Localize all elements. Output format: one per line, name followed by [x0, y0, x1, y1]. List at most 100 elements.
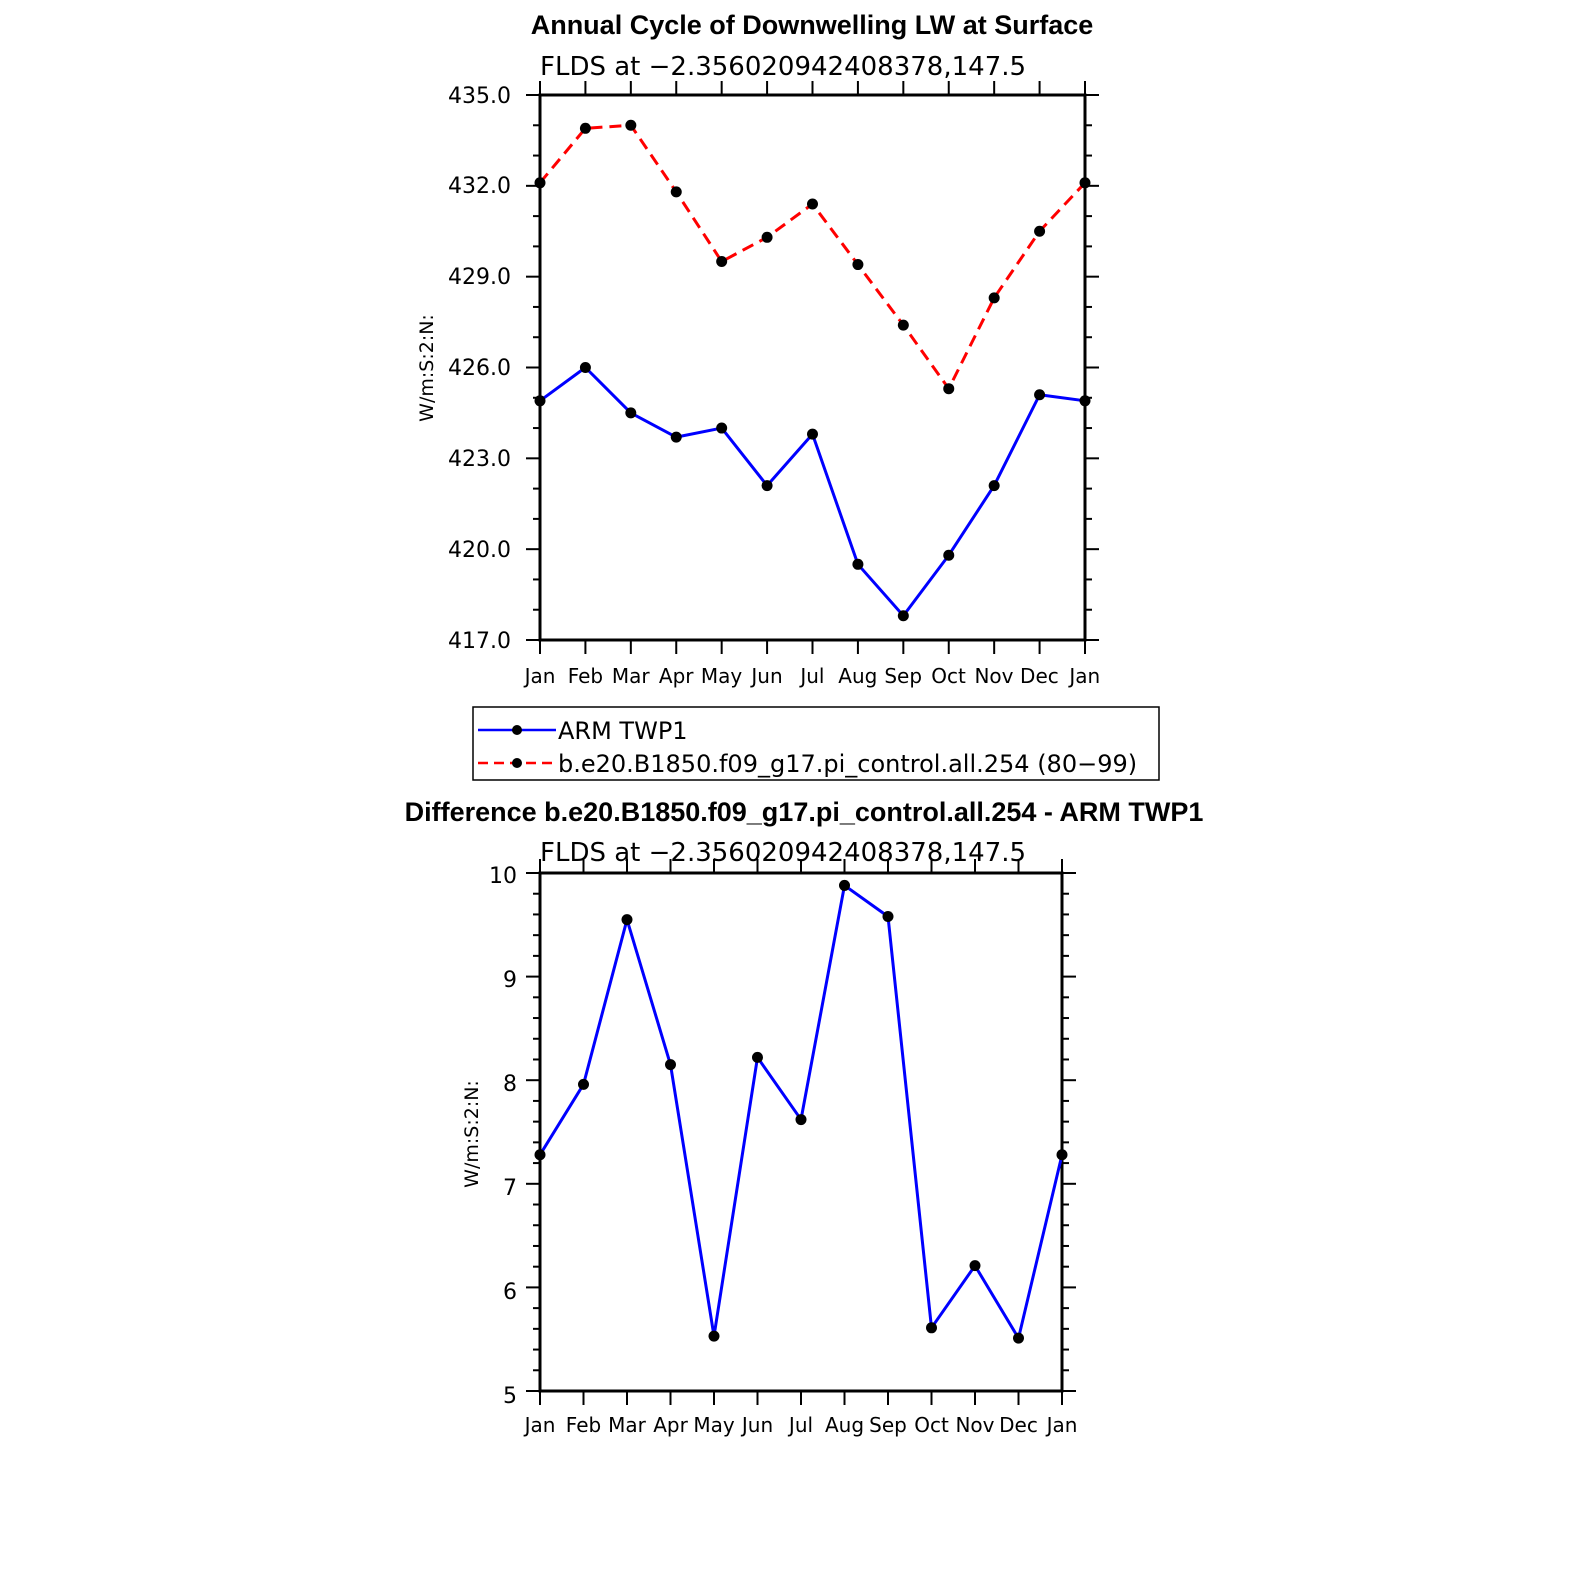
series-group — [534, 879, 1068, 1344]
series-line — [539, 366, 1086, 618]
x-tick-label: Dec — [1020, 664, 1059, 688]
x-tick-label: Aug — [825, 1413, 864, 1437]
x-tick-label: Nov — [974, 664, 1013, 688]
legend-box — [472, 706, 1160, 781]
data-point — [807, 198, 818, 210]
y-tick-label: 5 — [503, 1384, 517, 1409]
series-line — [538, 883, 1064, 1340]
data-point — [761, 231, 773, 243]
data-point — [625, 119, 637, 131]
data-point — [988, 480, 1000, 492]
data-point — [621, 914, 633, 926]
data-point — [807, 428, 818, 440]
x-tick-label: Sep — [884, 664, 922, 688]
y-tick-label: 435.0 — [448, 84, 511, 109]
y-tick-label: 417.0 — [448, 629, 511, 654]
data-point — [579, 362, 591, 373]
x-tick-label: Feb — [568, 664, 603, 688]
x-tick-labels: Jan Feb Mar Apr May Jun Jul Aug Sep Oct … — [523, 1413, 1078, 1437]
y-tick-label: 429.0 — [448, 265, 511, 290]
data-point — [852, 259, 864, 271]
x-tick-label: Jan — [523, 1413, 556, 1437]
data-point — [670, 186, 682, 198]
chart-title: Annual Cycle of Downwelling LW at Surfac… — [531, 10, 1094, 40]
x-tick-label: Mar — [612, 664, 651, 688]
data-point — [897, 319, 909, 331]
annual-cycle-panel: Annual Cycle of Downwelling LW at Surfac… — [416, 10, 1100, 688]
legend: ARM TWP1 b.e20.B1850.f09_g17.pi_control.… — [472, 706, 1160, 781]
y-tick-labels: 5 6 7 8 9 10 — [489, 864, 517, 1409]
data-point — [1034, 225, 1046, 237]
data-point — [882, 911, 894, 923]
x-tick-label: May — [701, 664, 743, 688]
data-point — [943, 383, 955, 395]
data-point — [716, 422, 728, 434]
x-tick-label: Jul — [798, 664, 824, 688]
data-point — [1034, 389, 1046, 401]
y-axis-label: W/m:S:2:N: — [461, 1080, 483, 1188]
legend-label: ARM TWP1 — [558, 717, 688, 745]
data-point — [839, 879, 850, 891]
chart-subtitle: FLDS at −2.356020942408378,147.5 — [540, 52, 1026, 82]
data-point — [534, 395, 546, 407]
legend-label: b.e20.B1850.f09_g17.pi_control.all.254 (… — [558, 750, 1137, 778]
data-point — [716, 256, 728, 268]
data-point — [1079, 177, 1091, 189]
chart-subtitle: FLDS at −2.356020942408378,147.5 — [540, 838, 1026, 868]
y-axis-label: W/m:S:2:N: — [416, 314, 438, 422]
data-point — [1056, 1149, 1068, 1161]
x-tick-label: Dec — [999, 1413, 1038, 1437]
data-point — [670, 431, 682, 443]
x-tick-label: Nov — [955, 1413, 994, 1437]
y-tick-label: 6 — [503, 1280, 517, 1305]
x-tick-label: Feb — [566, 1413, 601, 1437]
x-tick-label: Jan — [523, 664, 556, 688]
x-tick-label: Apr — [653, 1413, 688, 1437]
series-line — [538, 123, 1087, 391]
data-point — [1013, 1332, 1024, 1344]
data-point — [988, 292, 1000, 304]
x-tick-label: Jan — [1067, 664, 1100, 688]
y-tick-label: 423.0 — [448, 447, 511, 472]
data-point — [969, 1260, 981, 1272]
data-point — [708, 1330, 720, 1342]
data-point — [752, 1051, 763, 1063]
data-point — [1079, 395, 1091, 407]
x-tick-label: Jun — [740, 1413, 773, 1437]
legend-swatch-marker — [512, 758, 522, 768]
y-tick-label: 10 — [489, 864, 517, 889]
legend-entry: b.e20.B1850.f09_g17.pi_control.all.254 (… — [478, 750, 1137, 778]
data-point — [625, 407, 637, 419]
data-point — [534, 177, 546, 189]
x-tick-label: Mar — [608, 1413, 647, 1437]
y-tick-label: 9 — [503, 968, 517, 993]
x-tick-label: Sep — [869, 1413, 907, 1437]
y-tick-label: 8 — [503, 1072, 517, 1097]
legend-swatch-marker — [512, 725, 522, 735]
x-tick-label: Jun — [749, 664, 782, 688]
data-point — [852, 558, 864, 570]
data-point — [665, 1059, 676, 1071]
data-point — [534, 1149, 546, 1161]
plot-axes — [526, 81, 1099, 654]
series-group — [534, 119, 1091, 622]
x-tick-label: Jul — [787, 1413, 813, 1437]
x-tick-labels: Jan Feb Mar Apr May Jun Jul Aug Sep Oct … — [523, 664, 1101, 688]
data-point — [579, 122, 591, 134]
x-tick-label: Aug — [838, 664, 877, 688]
difference-panel: Difference b.e20.B1850.f09_g17.pi_contro… — [405, 797, 1204, 1437]
data-point — [943, 549, 955, 561]
x-tick-label: Oct — [914, 1413, 949, 1437]
y-tick-label: 7 — [503, 1176, 517, 1201]
x-tick-label: Apr — [659, 664, 694, 688]
legend-entry: ARM TWP1 — [478, 717, 688, 745]
x-tick-label: Oct — [931, 664, 966, 688]
plot-frame — [538, 93, 1087, 642]
y-tick-label: 432.0 — [448, 174, 511, 199]
data-point — [897, 610, 909, 622]
chart-title: Difference b.e20.B1850.f09_g17.pi_contro… — [405, 797, 1204, 827]
data-point — [761, 480, 773, 492]
data-point — [578, 1078, 589, 1090]
y-tick-labels: 417.0 420.0 423.0 426.0 429.0 432.0 435.… — [448, 84, 511, 654]
